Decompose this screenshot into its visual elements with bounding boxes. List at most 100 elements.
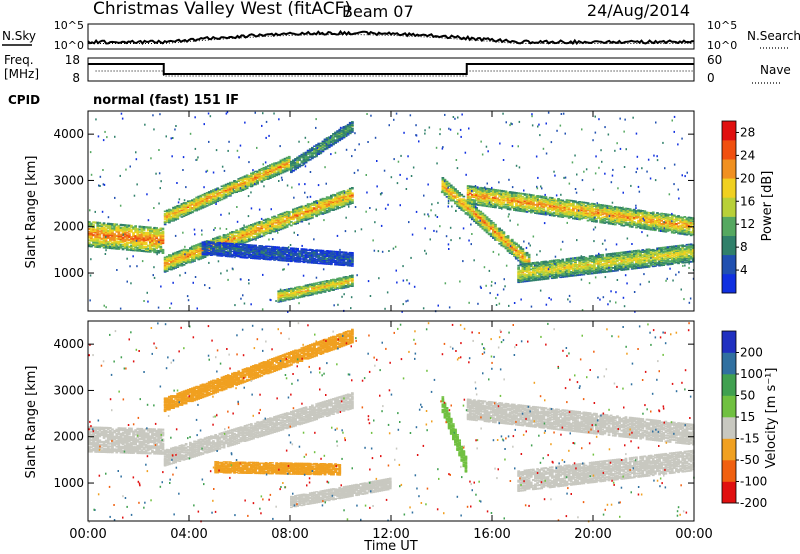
data-cell xyxy=(130,236,133,239)
data-cell xyxy=(290,211,293,213)
data-cell xyxy=(218,197,222,199)
data-cell xyxy=(191,253,194,256)
data-cell xyxy=(237,235,241,238)
data-cell xyxy=(111,234,114,237)
data-cell xyxy=(300,248,304,250)
data-cell xyxy=(186,208,190,211)
data-cell xyxy=(163,223,167,226)
data-cell xyxy=(88,243,91,246)
data-cell xyxy=(153,243,156,247)
data-cell xyxy=(163,220,167,223)
data-cell xyxy=(315,201,318,203)
data-cell xyxy=(348,197,352,200)
data-cell xyxy=(308,213,312,215)
data-cell xyxy=(348,192,352,194)
data-cell xyxy=(191,250,194,252)
data-cell xyxy=(113,241,116,244)
data-cell xyxy=(140,234,144,237)
data-cell xyxy=(330,209,333,211)
data-cell xyxy=(88,242,91,245)
data-cell xyxy=(140,232,144,235)
data-cell xyxy=(100,241,104,245)
data-cell xyxy=(306,215,310,218)
data-cell xyxy=(111,233,114,236)
data-cell xyxy=(113,238,116,241)
data-cell xyxy=(182,255,186,257)
data-cell xyxy=(241,243,245,246)
data-cell xyxy=(138,246,142,249)
data-cell xyxy=(96,230,100,233)
data-cell xyxy=(231,250,234,253)
data-cell xyxy=(250,224,253,227)
data-cell xyxy=(142,228,146,231)
data-cell xyxy=(266,232,270,234)
data-cell xyxy=(235,180,238,183)
data-cell xyxy=(233,246,236,249)
data-cell xyxy=(195,251,198,253)
data-cell xyxy=(287,211,291,213)
data-cell xyxy=(351,277,354,280)
data-cell xyxy=(313,208,316,210)
data-cell xyxy=(275,222,278,224)
data-cell xyxy=(96,226,100,229)
data-cell xyxy=(285,214,289,217)
data-cell xyxy=(197,252,201,254)
data-cell xyxy=(178,258,182,261)
data-cell xyxy=(294,222,297,224)
data-cell xyxy=(117,243,121,246)
data-cell xyxy=(271,163,274,165)
data-cell xyxy=(298,212,302,215)
data-cell xyxy=(182,264,186,266)
data-cell xyxy=(336,192,339,195)
data-cell xyxy=(308,206,312,209)
data-cell xyxy=(258,221,262,223)
data-cell xyxy=(186,249,190,252)
data-cell xyxy=(256,234,259,236)
data-cell xyxy=(199,250,203,253)
data-cell xyxy=(298,218,302,220)
data-cell xyxy=(233,239,236,241)
data-cell xyxy=(197,207,201,209)
data-cell xyxy=(161,233,165,236)
data-cell xyxy=(330,199,333,201)
data-cell xyxy=(325,142,329,144)
data-cell xyxy=(207,249,211,252)
noise-left-label: N.Sky xyxy=(2,29,36,43)
data-cell xyxy=(313,145,316,147)
data-cell xyxy=(197,243,201,245)
data-cell xyxy=(298,214,302,217)
data-cell xyxy=(281,171,285,173)
data-cell xyxy=(283,157,287,160)
data-cell xyxy=(292,214,295,217)
data-cell xyxy=(176,205,180,207)
data-cell xyxy=(178,263,182,266)
data-cell xyxy=(273,216,276,219)
data-cell xyxy=(235,238,238,241)
data-cell xyxy=(256,237,259,239)
data-cell xyxy=(245,231,249,234)
data-cell xyxy=(243,249,247,251)
data-cell xyxy=(216,199,220,201)
data-cell xyxy=(222,184,226,187)
data-cell xyxy=(174,205,177,208)
data-cell xyxy=(90,228,93,231)
data-cell xyxy=(104,232,108,235)
data-cell xyxy=(205,195,209,198)
data-cell xyxy=(241,228,245,231)
data-cell xyxy=(132,244,135,247)
data-cell xyxy=(279,220,283,223)
data-cell xyxy=(165,259,169,262)
data-cell xyxy=(302,206,306,209)
data-cell xyxy=(241,252,245,254)
data-cell xyxy=(344,192,348,195)
data-cell xyxy=(279,259,283,262)
data-cell xyxy=(88,245,91,248)
data-cell xyxy=(243,238,247,240)
data-cell xyxy=(298,208,302,210)
data-cell xyxy=(117,229,121,232)
data-cell xyxy=(311,146,314,149)
data-cell xyxy=(245,233,249,236)
data-cell xyxy=(273,219,276,221)
data-cell xyxy=(247,227,251,230)
data-cell xyxy=(113,224,116,227)
